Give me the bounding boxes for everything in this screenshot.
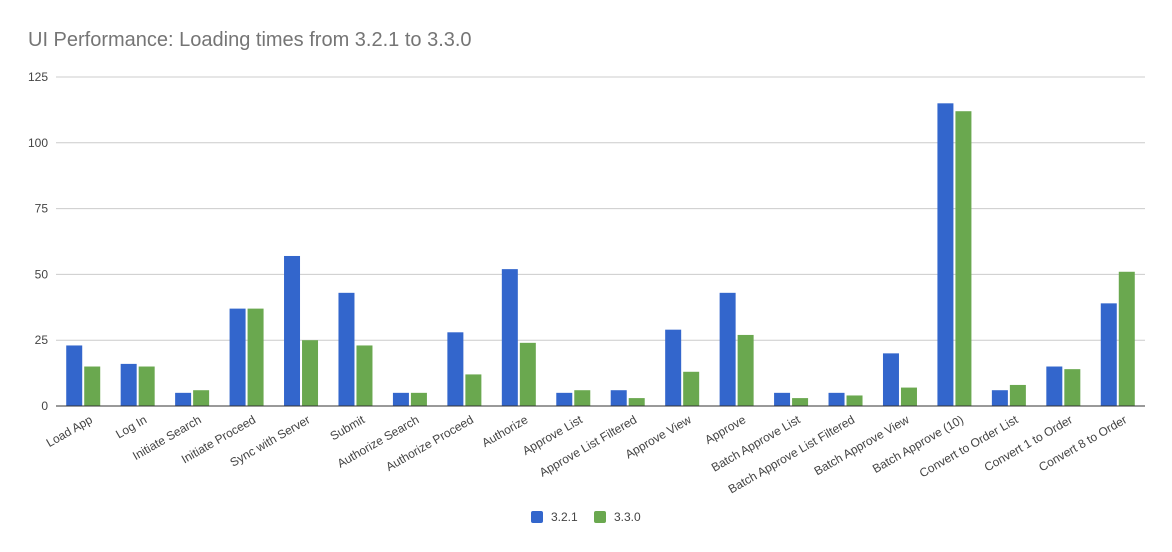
bar-3-3-0 [247, 308, 264, 406]
y-tick-label: 50 [35, 267, 49, 281]
bar-3-2-1 [828, 392, 845, 406]
bar-3-2-1 [991, 390, 1008, 406]
bar-3-3-0 [1009, 384, 1026, 406]
bar-3-2-1 [882, 353, 899, 406]
bar-3-3-0 [138, 366, 155, 406]
bar-3-3-0 [846, 395, 863, 406]
bar-3-2-1 [719, 292, 736, 406]
y-tick-label: 25 [35, 333, 49, 347]
bar-3-3-0 [737, 334, 754, 406]
y-tick-label: 125 [28, 70, 48, 84]
legend-swatch [594, 511, 606, 523]
legend-label: 3.2.1 [551, 510, 578, 524]
bar-3-2-1 [501, 269, 518, 406]
bar-3-2-1 [392, 392, 409, 406]
bar-3-3-0 [193, 390, 210, 406]
bar-3-3-0 [410, 392, 427, 406]
bar-3-2-1 [66, 345, 83, 406]
bar-3-2-1 [937, 103, 954, 406]
bar-3-3-0 [84, 366, 101, 406]
legend-swatch [531, 511, 543, 523]
bar-3-2-1 [665, 329, 682, 406]
y-tick-label: 100 [28, 136, 48, 150]
x-tick-label: Batch Approve List [709, 412, 803, 474]
bar-3-3-0 [1064, 369, 1081, 406]
bar-3-2-1 [175, 392, 192, 406]
x-tick-label: Convert to Order List [917, 412, 1021, 480]
x-tick-label: Batch Approve View [812, 412, 912, 478]
legend-label: 3.3.0 [614, 510, 641, 524]
bar-3-2-1 [610, 390, 627, 406]
bar-3-3-0 [519, 342, 536, 406]
bar-3-2-1 [1046, 366, 1063, 406]
bar-3-2-1 [1100, 303, 1117, 406]
bar-3-2-1 [120, 363, 137, 406]
y-tick-label: 75 [35, 202, 49, 216]
bar-3-3-0 [955, 111, 972, 406]
bar-3-2-1 [556, 392, 573, 406]
bar-3-3-0 [900, 387, 917, 406]
y-tick-label: 0 [41, 399, 48, 413]
bar-3-3-0 [465, 374, 482, 406]
bar-3-2-1 [447, 332, 464, 406]
bar-3-2-1 [229, 308, 246, 406]
bar-3-2-1 [774, 392, 791, 406]
bar-3-3-0 [683, 371, 700, 406]
bar-3-3-0 [356, 345, 373, 406]
bar-3-3-0 [628, 398, 645, 406]
x-tick-label: Approve List Filtered [537, 412, 639, 479]
x-tick-label: Load App [44, 412, 95, 450]
x-tick-label: Approve [702, 412, 748, 447]
bar-3-3-0 [1118, 271, 1135, 406]
bar-3-3-0 [792, 398, 809, 406]
bar-3-2-1 [284, 255, 301, 406]
bar-3-3-0 [302, 340, 319, 406]
bar-3-2-1 [338, 292, 355, 406]
chart-title: UI Performance: Loading times from 3.2.1… [28, 29, 472, 51]
bar-3-3-0 [574, 390, 591, 406]
x-tick-label: Submit [328, 412, 368, 443]
x-tick-label: Log In [113, 412, 149, 441]
